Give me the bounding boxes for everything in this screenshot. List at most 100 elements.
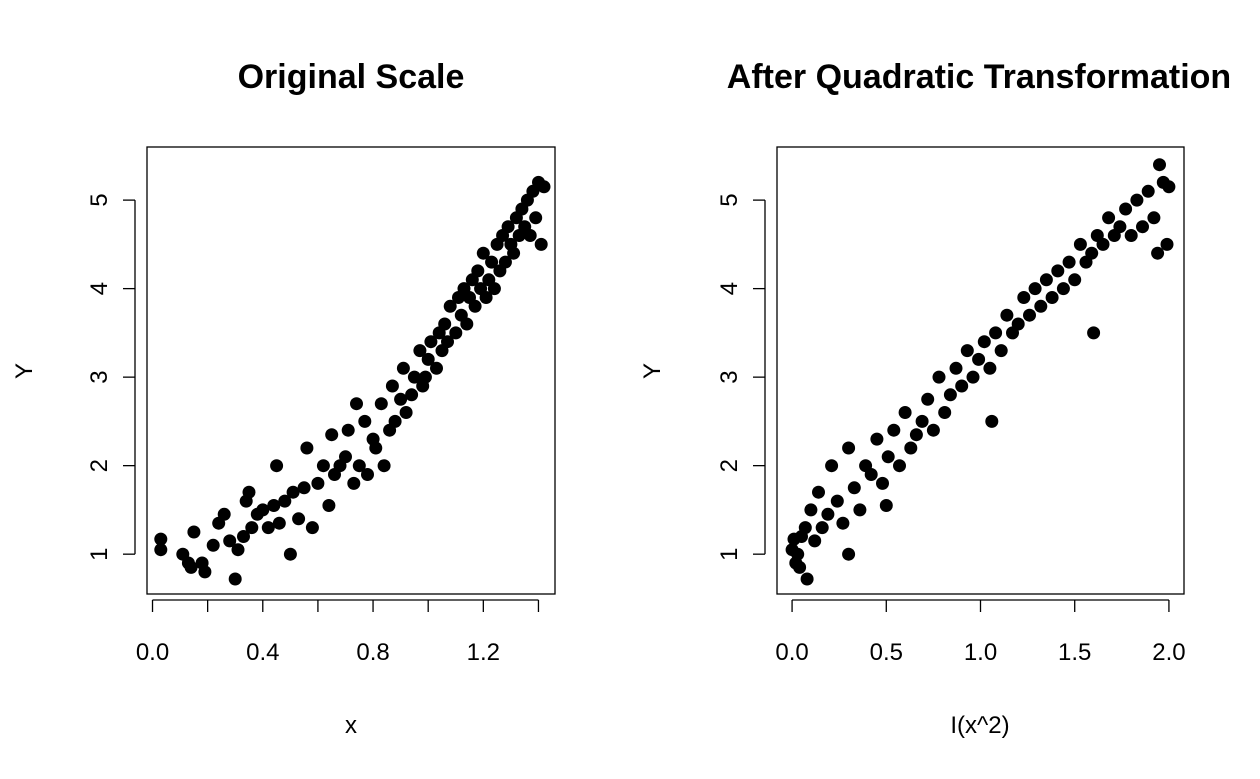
data-point — [1124, 229, 1138, 242]
data-point — [468, 299, 482, 313]
data-point — [983, 361, 997, 375]
chart-title-right: After Quadratic Transformation — [727, 58, 1231, 96]
y-tick-label: 1 — [86, 547, 113, 560]
data-point — [292, 512, 306, 526]
data-point — [350, 397, 363, 411]
data-point — [529, 211, 543, 225]
data-point — [396, 361, 410, 375]
data-point — [424, 335, 438, 349]
y-tick-label: 3 — [716, 370, 743, 383]
data-point — [853, 503, 867, 517]
data-point — [943, 388, 957, 402]
chart-title-left: Original Scale — [238, 58, 465, 96]
data-point — [154, 543, 168, 557]
data-point — [184, 560, 198, 574]
data-point — [385, 379, 399, 393]
data-point — [358, 414, 372, 428]
data-point — [904, 441, 918, 455]
data-point — [361, 468, 374, 481]
data-point — [311, 476, 325, 490]
data-point — [352, 459, 366, 473]
x-tick-label: 0.0 — [136, 639, 169, 666]
y-tick-label: 1 — [716, 547, 743, 560]
data-point — [887, 423, 901, 437]
data-point — [977, 335, 991, 349]
data-point — [377, 459, 391, 473]
data-point — [487, 282, 501, 296]
data-point — [206, 538, 220, 552]
data-point — [1113, 220, 1127, 234]
data-point — [237, 530, 250, 543]
data-point — [322, 499, 336, 512]
y-tick-label: 5 — [86, 193, 113, 206]
y-axis-left: 1 2 3 4 5 — [86, 193, 136, 561]
data-point — [798, 521, 812, 535]
data-point — [369, 441, 383, 455]
x-axis-label-right: I(x^2) — [950, 712, 1009, 739]
data-point — [812, 485, 825, 499]
x-tick-label: 0.8 — [356, 639, 389, 666]
data-point — [1017, 291, 1031, 304]
data-point — [278, 494, 292, 508]
data-point — [909, 428, 923, 442]
data-point — [325, 428, 339, 442]
y-tick-label: 2 — [716, 459, 743, 472]
data-point — [476, 246, 490, 260]
data-point — [286, 485, 300, 499]
data-point — [1160, 237, 1174, 251]
data-point — [821, 507, 835, 521]
data-point — [1011, 317, 1025, 331]
data-point — [876, 476, 889, 490]
data-point — [949, 361, 963, 375]
data-point — [915, 414, 929, 428]
data-point — [989, 326, 1003, 340]
x-tick-label: 1.0 — [964, 639, 997, 666]
data-point — [1162, 180, 1176, 194]
data-point — [808, 534, 822, 548]
data-point — [1034, 299, 1048, 313]
data-point — [347, 476, 361, 490]
y-axis-right: 1 2 3 4 5 — [716, 193, 766, 561]
data-point — [443, 299, 457, 313]
data-point — [1051, 264, 1065, 278]
data-point — [501, 220, 515, 234]
data-point — [1000, 308, 1014, 322]
x-tick-label: 0.4 — [246, 639, 279, 666]
data-point — [791, 547, 805, 561]
y-axis-label-right: Y — [639, 363, 666, 379]
data-point — [300, 441, 314, 455]
data-point — [187, 525, 201, 539]
data-point — [1136, 220, 1149, 234]
data-point — [154, 532, 168, 546]
data-point — [836, 516, 850, 530]
x-axis-left: 0.0 0.4 0.8 1.2 — [136, 599, 540, 666]
data-point — [870, 432, 884, 446]
data-point — [898, 406, 912, 419]
data-point — [800, 572, 814, 586]
data-point — [938, 406, 952, 419]
data-point — [198, 565, 212, 579]
data-point — [267, 499, 281, 512]
data-point — [815, 521, 829, 535]
data-point — [217, 507, 231, 521]
x-tick-label: 1.2 — [467, 639, 500, 666]
data-point — [1130, 193, 1144, 207]
data-point — [270, 459, 284, 473]
data-point — [430, 361, 443, 375]
data-point — [1028, 282, 1042, 296]
points-right — [785, 158, 1176, 586]
data-point — [537, 180, 551, 194]
data-point — [985, 414, 999, 428]
data-point — [407, 370, 421, 384]
y-tick-label: 4 — [86, 282, 113, 295]
data-point — [418, 370, 432, 384]
data-point — [1102, 211, 1116, 225]
data-point — [893, 459, 906, 473]
data-point — [242, 485, 256, 499]
data-point — [498, 255, 512, 269]
data-point — [388, 414, 402, 428]
data-point — [960, 344, 974, 358]
y-tick-label: 2 — [86, 459, 113, 472]
data-point — [955, 379, 969, 393]
data-point — [256, 503, 270, 517]
